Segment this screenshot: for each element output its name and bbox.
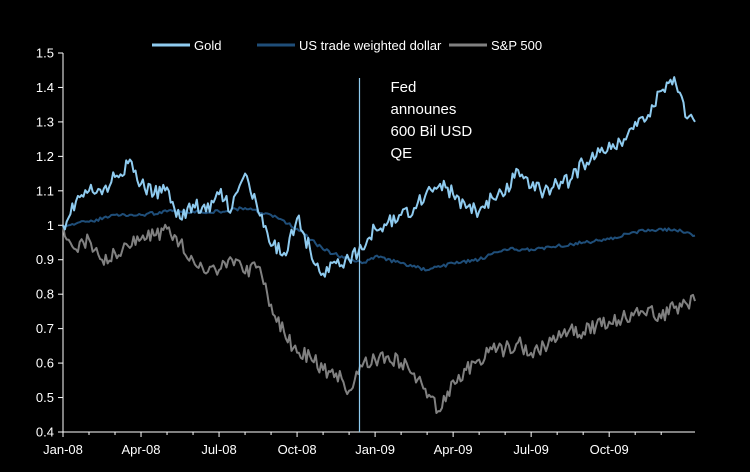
- legend: Gold US trade weighted dollar S&P 500: [152, 38, 542, 53]
- y-tick-label: 0.9: [36, 252, 54, 267]
- series-layer: [62, 76, 696, 414]
- legend-label: US trade weighted dollar: [299, 38, 442, 53]
- y-tick-label: 0.5: [36, 390, 54, 405]
- annotation: Fed announes 600 Bil USD QE: [358, 78, 472, 432]
- x-tick-label: Apr-08: [122, 442, 161, 457]
- annotation-text: Fed: [390, 79, 416, 96]
- series-line-gold: [62, 76, 696, 278]
- annotation-text: 600 Bil USD: [390, 123, 472, 140]
- legend-label: S&P 500: [491, 38, 542, 53]
- y-tick-label: 0.7: [36, 321, 54, 336]
- y-tick-label: 1.4: [36, 80, 54, 95]
- y-tick-label: 1: [47, 218, 54, 233]
- y-tick-label: 1.1: [36, 183, 54, 198]
- x-tick-label: Jan-09: [355, 442, 395, 457]
- x-tick-label: Jul-09: [513, 442, 548, 457]
- y-tick-label: 0.4: [36, 425, 54, 440]
- x-tick-label: Jul-08: [201, 442, 236, 457]
- x-tick-label: Oct-08: [278, 442, 317, 457]
- y-tick-label: 1.2: [36, 149, 54, 164]
- x-tick-label: Oct-09: [590, 442, 629, 457]
- y-tick-label: 1.3: [36, 114, 54, 129]
- series-line-us-trade-weighted-dollar: [62, 206, 696, 272]
- axes: 0.4 0.5 0.6 0.7 0.8 0.9 1 1.1 1.2 1.3 1.4 1.5 Jan-08…: [36, 46, 695, 457]
- x-tick-label: Apr-09: [434, 442, 473, 457]
- annotation-text: announes: [390, 101, 456, 118]
- y-tick-label: 1.5: [36, 46, 54, 61]
- series-line-s-p-500: [62, 223, 696, 414]
- x-tick-label: Jan-08: [43, 442, 83, 457]
- y-tick-label: 0.8: [36, 287, 54, 302]
- annotation-text: QE: [390, 145, 412, 162]
- y-tick-label: 0.6: [36, 356, 54, 371]
- legend-label: Gold: [194, 38, 221, 53]
